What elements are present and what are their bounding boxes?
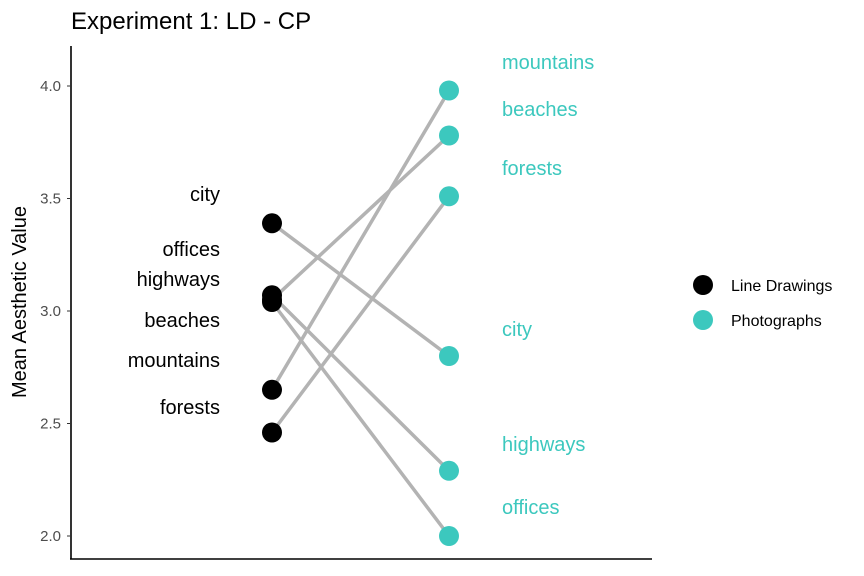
point-photographs-mountains	[439, 80, 459, 101]
slope-line-mountains	[270, 88, 451, 392]
point-photographs-beaches	[439, 125, 459, 146]
label-right-mountains: mountains	[502, 52, 594, 74]
label-left-city: city	[190, 184, 220, 206]
y-tick-label: 2.5	[40, 416, 61, 433]
label-right-highways: highways	[502, 434, 585, 456]
y-axis-ticks: 2.0 2.5 3.0 3.5 4.0	[40, 78, 71, 545]
slope-lines	[270, 88, 451, 538]
label-right-beaches: beaches	[502, 99, 578, 121]
data-points	[262, 80, 459, 546]
chart-title: Experiment 1: LD - CP	[71, 8, 311, 35]
point-line-drawings-beaches	[262, 289, 282, 310]
point-line-drawings-forests	[262, 422, 282, 443]
legend-label-photographs: Photographs	[731, 313, 822, 330]
point-line-drawings-mountains	[262, 379, 282, 400]
label-left-mountains: mountains	[128, 350, 220, 372]
slope-line-beaches	[270, 133, 451, 302]
legend-marker-line-drawings	[693, 275, 713, 295]
legend-label-line-drawings: Line Drawings	[731, 278, 832, 295]
label-left-offices: offices	[163, 239, 220, 261]
point-line-drawings-city	[262, 213, 282, 234]
slope-line-highways	[270, 293, 451, 473]
y-tick-label: 2.0	[40, 528, 61, 545]
point-photographs-highways	[439, 460, 459, 481]
point-photographs-city	[439, 346, 459, 366]
left-category-labels: city offices highways beaches mountains fores…	[128, 184, 220, 419]
right-category-labels: mountains beaches forests city highways offic…	[502, 52, 594, 519]
label-right-forests: forests	[502, 158, 562, 180]
y-axis-label: Mean Aesthetic Value	[9, 206, 31, 398]
label-right-city: city	[502, 319, 532, 341]
slope-line-forests	[270, 194, 451, 435]
legend-marker-photographs	[693, 310, 713, 330]
label-left-highways: highways	[137, 269, 220, 291]
label-left-forests: forests	[160, 397, 220, 419]
y-tick-label: 3.0	[40, 303, 61, 320]
y-tick-label: 3.5	[40, 191, 61, 208]
y-tick-label: 4.0	[40, 78, 61, 95]
label-right-offices: offices	[502, 497, 559, 519]
legend: Line Drawings Photographs	[693, 275, 832, 330]
slope-line-city	[270, 221, 451, 358]
label-left-beaches: beaches	[144, 310, 220, 332]
point-photographs-forests	[439, 186, 459, 207]
point-photographs-offices	[439, 526, 459, 546]
